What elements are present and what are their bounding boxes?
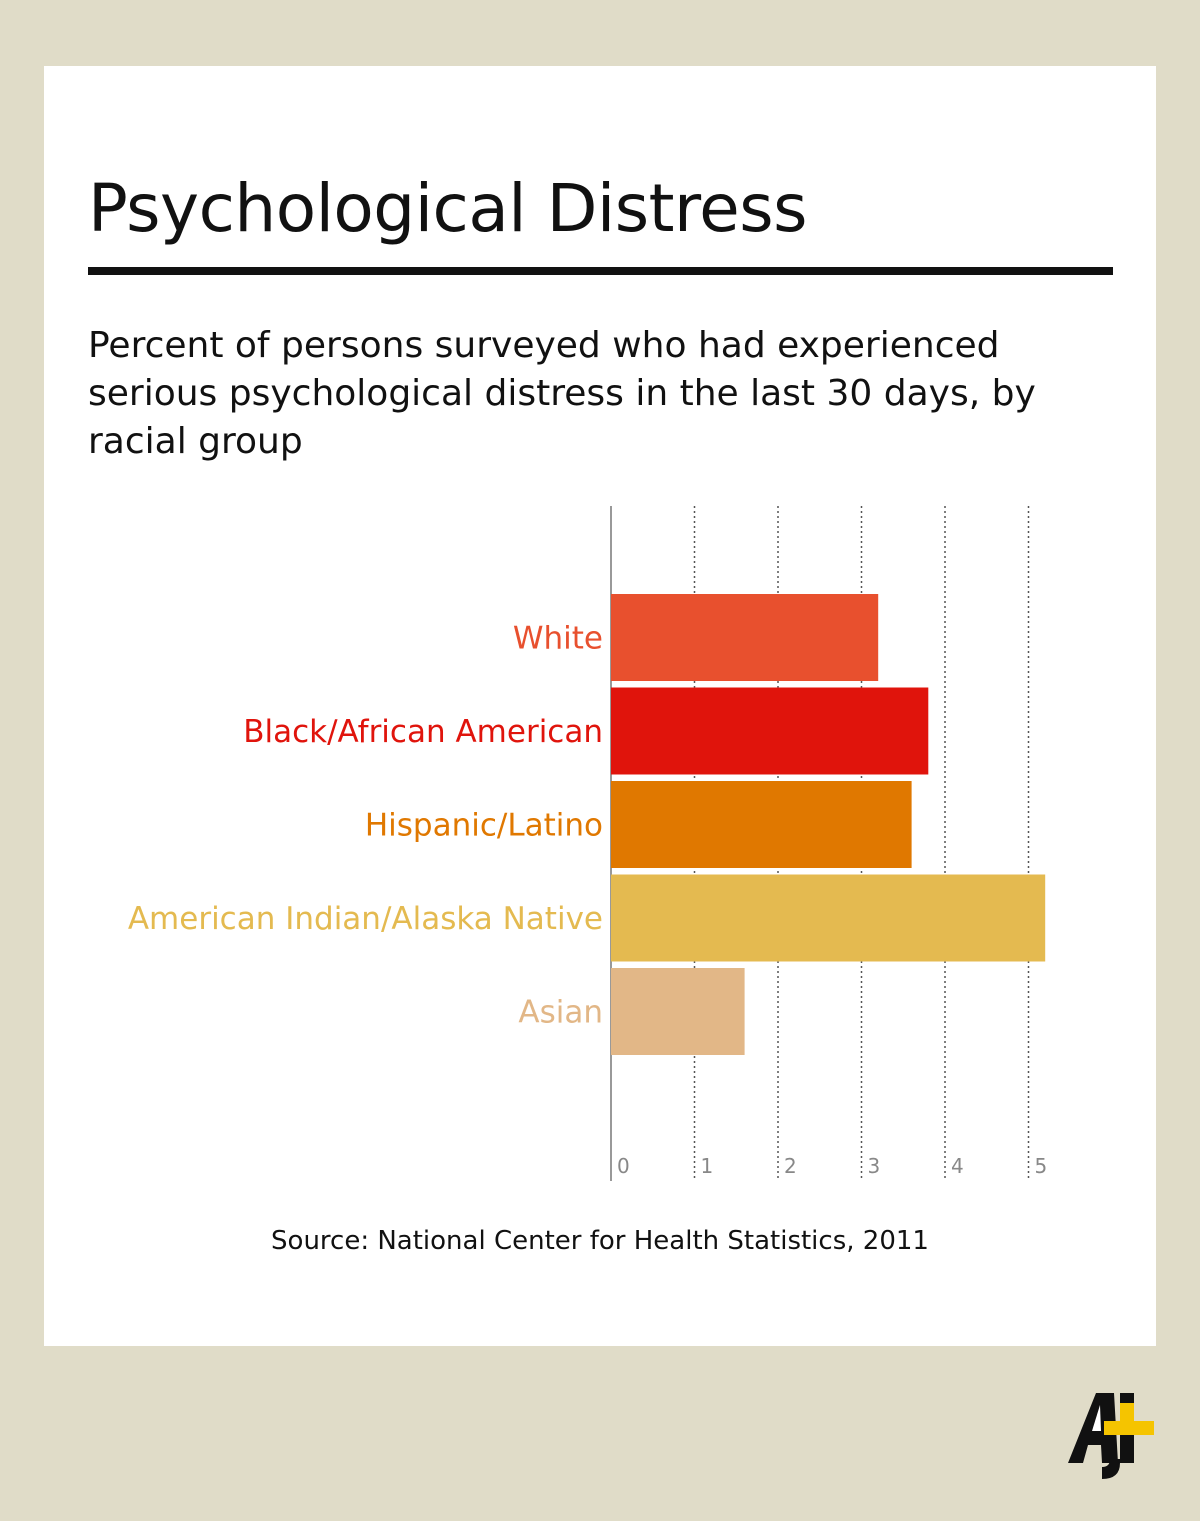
x-tick-label-2: 2 bbox=[784, 1154, 797, 1178]
bar-white bbox=[611, 594, 879, 681]
category-label-hispanic-latino: Hispanic/Latino bbox=[365, 808, 603, 844]
x-tick-label-4: 4 bbox=[951, 1154, 964, 1178]
chart-title: Psychological Distress bbox=[88, 170, 808, 247]
chart-card: Psychological Distress Percent of person… bbox=[44, 66, 1156, 1346]
bar-american-indian-alaska-native bbox=[611, 874, 1046, 962]
category-label-white: White bbox=[513, 621, 603, 657]
title-underline bbox=[88, 267, 1113, 275]
x-tick-label-5: 5 bbox=[1035, 1154, 1048, 1178]
bars bbox=[611, 594, 1046, 1055]
x-tick-label-3: 3 bbox=[868, 1154, 881, 1178]
chart-subtitle: Percent of persons surveyed who had expe… bbox=[88, 325, 1036, 462]
bar-chart: White Black/African American Hispanic/Lati… bbox=[128, 506, 1047, 1181]
x-tick-labels: 0 1 2 3 4 5 bbox=[617, 1154, 1047, 1178]
category-label-black-african-american: Black/African American bbox=[243, 714, 603, 750]
category-label-asian: Asian bbox=[518, 995, 603, 1031]
x-tick-label-0: 0 bbox=[617, 1154, 630, 1178]
source-note: Source: National Center for Health Stati… bbox=[271, 1226, 929, 1256]
bar-hispanic-latino bbox=[611, 781, 912, 868]
bar-black-african-american bbox=[611, 687, 929, 775]
bar-asian bbox=[611, 968, 745, 1055]
aj-plus-logo bbox=[1068, 1393, 1154, 1479]
x-tick-label-1: 1 bbox=[701, 1154, 714, 1178]
category-labels: White Black/African American Hispanic/Lati… bbox=[128, 621, 603, 1031]
category-label-american-indian-alaska-native: American Indian/Alaska Native bbox=[128, 901, 603, 937]
